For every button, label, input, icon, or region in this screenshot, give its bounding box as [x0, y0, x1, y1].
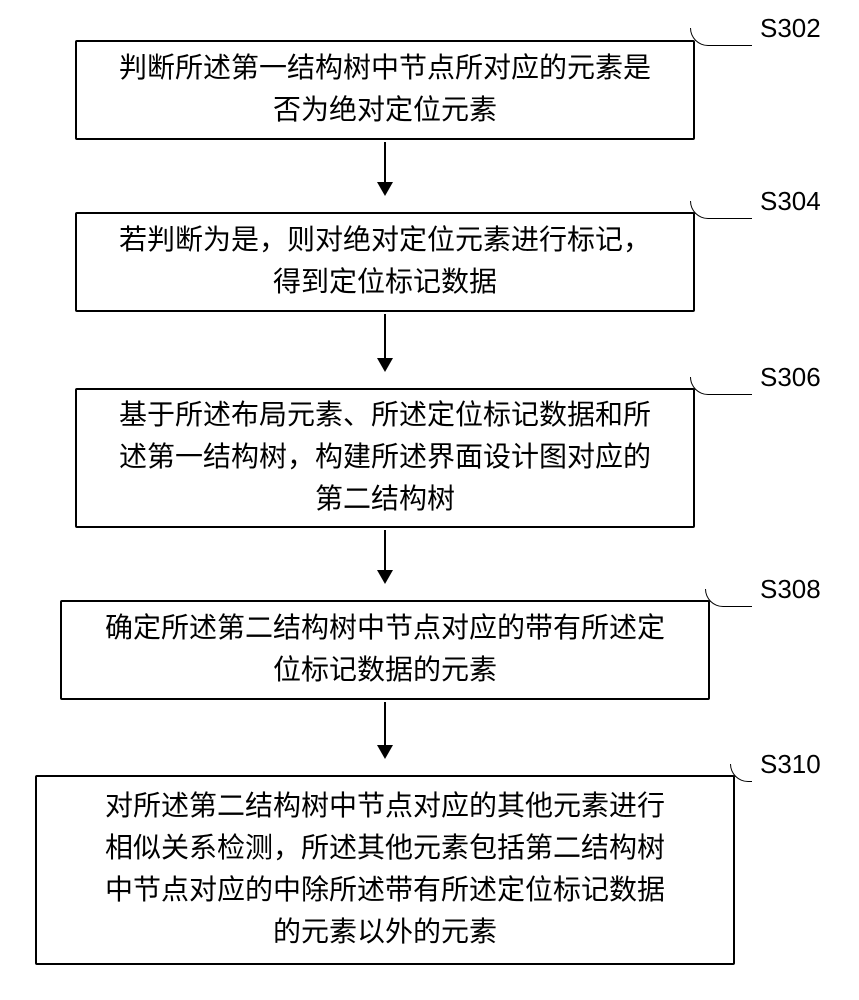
arrow-icon: [384, 702, 386, 757]
flowchart-container: 判断所述第一结构树中节点所对应的元素是 否为绝对定位元素 S302 若判断为是，…: [0, 0, 859, 1000]
flowchart-node-s310: 对所述第二结构树中节点对应的其他元素进行 相似关系检测，所述其他元素包括第二结构…: [35, 775, 735, 965]
arrow-icon: [384, 142, 386, 194]
flowchart-node-s306: 基于所述布局元素、所述定位标记数据和所 述第一结构树，构建所述界面设计图对应的 …: [75, 388, 695, 528]
flowchart-node-s308: 确定所述第二结构树中节点对应的带有所述定 位标记数据的元素: [60, 600, 710, 700]
label-connector: [690, 201, 752, 219]
arrow-icon: [384, 530, 386, 582]
step-label-s302: S302: [760, 13, 821, 44]
label-connector: [690, 28, 752, 46]
label-connector: [690, 377, 752, 395]
step-label-s310: S310: [760, 749, 821, 780]
flowchart-node-s304: 若判断为是，则对绝对定位元素进行标记， 得到定位标记数据: [75, 212, 695, 312]
step-label-s308: S308: [760, 574, 821, 605]
label-connector: [705, 589, 752, 607]
node-text: 对所述第二结构树中节点对应的其他元素进行 相似关系检测，所述其他元素包括第二结构…: [105, 786, 665, 954]
node-text: 确定所述第二结构树中节点对应的带有所述定 位标记数据的元素: [105, 608, 665, 692]
node-text: 若判断为是，则对绝对定位元素进行标记， 得到定位标记数据: [119, 220, 651, 304]
step-label-s304: S304: [760, 186, 821, 217]
step-label-s306: S306: [760, 362, 821, 393]
node-text: 判断所述第一结构树中节点所对应的元素是 否为绝对定位元素: [119, 48, 651, 132]
arrow-icon: [384, 314, 386, 370]
node-text: 基于所述布局元素、所述定位标记数据和所 述第一结构树，构建所述界面设计图对应的 …: [119, 395, 651, 521]
flowchart-node-s302: 判断所述第一结构树中节点所对应的元素是 否为绝对定位元素: [75, 40, 695, 140]
